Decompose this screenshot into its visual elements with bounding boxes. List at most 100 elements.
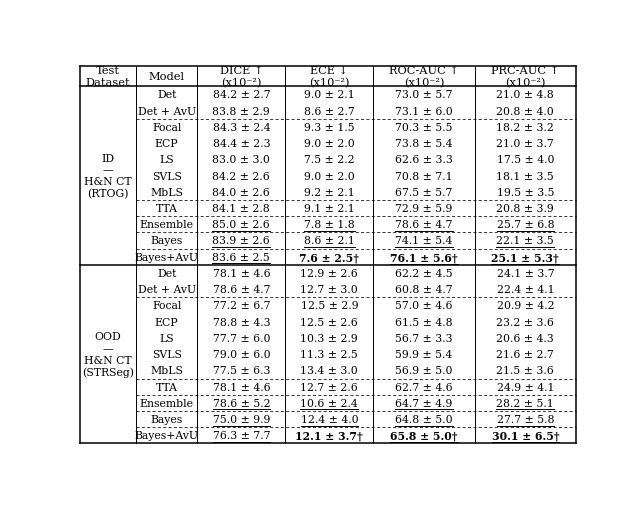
Text: 62.6 ± 3.3: 62.6 ± 3.3 — [395, 155, 453, 165]
Text: 59.9 ± 5.4: 59.9 ± 5.4 — [396, 349, 452, 360]
Text: Bayes+AvU: Bayes+AvU — [134, 252, 198, 262]
Text: 12.4 ± 4.0: 12.4 ± 4.0 — [301, 414, 358, 424]
Text: 12.7 ± 3.0: 12.7 ± 3.0 — [300, 285, 358, 294]
Text: 64.7 ± 4.9: 64.7 ± 4.9 — [396, 398, 452, 408]
Text: 23.2 ± 3.6: 23.2 ± 3.6 — [497, 317, 554, 327]
Text: 67.5 ± 5.7: 67.5 ± 5.7 — [396, 187, 452, 197]
Text: ECP: ECP — [155, 139, 179, 149]
Text: 78.8 ± 4.3: 78.8 ± 4.3 — [212, 317, 270, 327]
Text: 73.1 ± 6.0: 73.1 ± 6.0 — [395, 107, 453, 116]
Text: 76.1 ± 5.6†: 76.1 ± 5.6† — [390, 251, 458, 263]
Text: 18.2 ± 3.2: 18.2 ± 3.2 — [497, 123, 554, 132]
Text: 20.8 ± 4.0: 20.8 ± 4.0 — [497, 107, 554, 116]
Text: 84.2 ± 2.6: 84.2 ± 2.6 — [212, 171, 270, 181]
Text: 73.0 ± 5.7: 73.0 ± 5.7 — [396, 90, 452, 100]
Text: 12.5 ± 2.9: 12.5 ± 2.9 — [301, 301, 358, 311]
Text: 11.3 ± 2.5: 11.3 ± 2.5 — [300, 349, 358, 360]
Text: 56.7 ± 3.3: 56.7 ± 3.3 — [395, 333, 453, 343]
Text: 30.1 ± 6.5†: 30.1 ± 6.5† — [492, 430, 559, 441]
Text: PRC-AUC ↑
(x10⁻²): PRC-AUC ↑ (x10⁻²) — [492, 66, 559, 88]
Text: Bayes: Bayes — [150, 236, 183, 246]
Text: 79.0 ± 6.0: 79.0 ± 6.0 — [212, 349, 270, 360]
Text: DICE ↑
(x10⁻²): DICE ↑ (x10⁻²) — [220, 66, 263, 88]
Text: Ensemble: Ensemble — [140, 398, 194, 408]
Text: 25.1 ± 5.3†: 25.1 ± 5.3† — [492, 251, 559, 263]
Text: 62.7 ± 4.6: 62.7 ± 4.6 — [395, 382, 453, 392]
Text: LS: LS — [159, 155, 174, 165]
Text: 77.2 ± 6.7: 77.2 ± 6.7 — [212, 301, 270, 311]
Text: 7.8 ± 1.8: 7.8 ± 1.8 — [304, 220, 355, 230]
Text: 19.5 ± 3.5: 19.5 ± 3.5 — [497, 187, 554, 197]
Text: 20.6 ± 4.3: 20.6 ± 4.3 — [497, 333, 554, 343]
Text: 24.9 ± 4.1: 24.9 ± 4.1 — [497, 382, 554, 392]
Text: 17.5 ± 4.0: 17.5 ± 4.0 — [497, 155, 554, 165]
Text: 9.0 ± 2.0: 9.0 ± 2.0 — [304, 139, 355, 149]
Text: 20.8 ± 3.9: 20.8 ± 3.9 — [497, 204, 554, 214]
Text: 77.5 ± 6.3: 77.5 ± 6.3 — [212, 366, 270, 376]
Text: 9.1 ± 2.1: 9.1 ± 2.1 — [304, 204, 355, 214]
Text: Focal: Focal — [152, 123, 181, 132]
Text: 28.2 ± 5.1: 28.2 ± 5.1 — [497, 398, 554, 408]
Text: 78.1 ± 4.6: 78.1 ± 4.6 — [212, 382, 270, 392]
Text: 65.8 ± 5.0†: 65.8 ± 5.0† — [390, 430, 458, 441]
Text: 10.6 ± 2.4: 10.6 ± 2.4 — [300, 398, 358, 408]
Text: Det: Det — [157, 269, 177, 278]
Text: 12.9 ± 2.6: 12.9 ± 2.6 — [300, 269, 358, 278]
Text: 13.4 ± 3.0: 13.4 ± 3.0 — [300, 366, 358, 376]
Text: 9.0 ± 2.0: 9.0 ± 2.0 — [304, 171, 355, 181]
Text: Model: Model — [148, 72, 185, 82]
Text: MbLS: MbLS — [150, 366, 183, 376]
Text: 64.8 ± 5.0: 64.8 ± 5.0 — [395, 414, 453, 424]
Text: Bayes+AvU: Bayes+AvU — [134, 431, 198, 440]
Text: 85.0 ± 2.6: 85.0 ± 2.6 — [212, 220, 270, 230]
Text: SVLS: SVLS — [152, 171, 182, 181]
Text: Test
Dataset: Test Dataset — [86, 66, 131, 87]
Text: 20.9 ± 4.2: 20.9 ± 4.2 — [497, 301, 554, 311]
Text: Det: Det — [157, 90, 177, 100]
Text: 61.5 ± 4.8: 61.5 ± 4.8 — [395, 317, 453, 327]
Text: 57.0 ± 4.6: 57.0 ± 4.6 — [396, 301, 452, 311]
Text: 9.2 ± 2.1: 9.2 ± 2.1 — [304, 187, 355, 197]
Text: Bayes: Bayes — [150, 414, 183, 424]
Text: 24.1 ± 3.7: 24.1 ± 3.7 — [497, 269, 554, 278]
Text: 78.6 ± 4.7: 78.6 ± 4.7 — [212, 285, 270, 294]
Text: TTA: TTA — [156, 204, 178, 214]
Text: 83.9 ± 2.6: 83.9 ± 2.6 — [212, 236, 270, 246]
Text: 70.8 ± 7.1: 70.8 ± 7.1 — [395, 171, 453, 181]
Text: 12.1 ± 3.7†: 12.1 ± 3.7† — [296, 430, 364, 441]
Text: 77.7 ± 6.0: 77.7 ± 6.0 — [212, 333, 270, 343]
Text: 78.6 ± 5.2: 78.6 ± 5.2 — [212, 398, 270, 408]
Text: 84.4 ± 2.3: 84.4 ± 2.3 — [212, 139, 270, 149]
Text: ECP: ECP — [155, 317, 179, 327]
Text: 21.0 ± 4.8: 21.0 ± 4.8 — [497, 90, 554, 100]
Text: TTA: TTA — [156, 382, 178, 392]
Text: SVLS: SVLS — [152, 349, 182, 360]
Text: ROC-AUC ↑
(x10⁻²): ROC-AUC ↑ (x10⁻²) — [389, 66, 459, 88]
Text: 74.1 ± 5.4: 74.1 ± 5.4 — [396, 236, 452, 246]
Text: LS: LS — [159, 333, 174, 343]
Text: 84.3 ± 2.4: 84.3 ± 2.4 — [212, 123, 270, 132]
Text: 78.1 ± 4.6: 78.1 ± 4.6 — [212, 269, 270, 278]
Text: 27.7 ± 5.8: 27.7 ± 5.8 — [497, 414, 554, 424]
Text: OOD
—
H&N CT
(STRSeg): OOD — H&N CT (STRSeg) — [82, 332, 134, 377]
Text: 83.6 ± 2.5: 83.6 ± 2.5 — [212, 252, 270, 262]
Text: 73.8 ± 5.4: 73.8 ± 5.4 — [396, 139, 452, 149]
Text: 60.8 ± 4.7: 60.8 ± 4.7 — [395, 285, 453, 294]
Text: 7.6 ± 2.5†: 7.6 ± 2.5† — [300, 251, 359, 263]
Text: 7.5 ± 2.2: 7.5 ± 2.2 — [304, 155, 355, 165]
Text: 9.0 ± 2.1: 9.0 ± 2.1 — [304, 90, 355, 100]
Text: 83.8 ± 2.9: 83.8 ± 2.9 — [212, 107, 270, 116]
Text: 84.1 ± 2.8: 84.1 ± 2.8 — [212, 204, 270, 214]
Text: 84.2 ± 2.7: 84.2 ± 2.7 — [212, 90, 270, 100]
Text: Det + AvU: Det + AvU — [138, 107, 196, 116]
Text: 21.5 ± 3.6: 21.5 ± 3.6 — [497, 366, 554, 376]
Text: 75.0 ± 9.9: 75.0 ± 9.9 — [212, 414, 270, 424]
Text: ID
—
H&N CT
(RTOG): ID — H&N CT (RTOG) — [84, 154, 132, 199]
Text: 18.1 ± 3.5: 18.1 ± 3.5 — [497, 171, 554, 181]
Text: 22.1 ± 3.5: 22.1 ± 3.5 — [497, 236, 554, 246]
Text: 8.6 ± 2.7: 8.6 ± 2.7 — [304, 107, 355, 116]
Text: 78.6 ± 4.7: 78.6 ± 4.7 — [396, 220, 452, 230]
Text: 25.7 ± 6.8: 25.7 ± 6.8 — [497, 220, 554, 230]
Text: 21.6 ± 2.7: 21.6 ± 2.7 — [497, 349, 554, 360]
Text: 84.0 ± 2.6: 84.0 ± 2.6 — [212, 187, 270, 197]
